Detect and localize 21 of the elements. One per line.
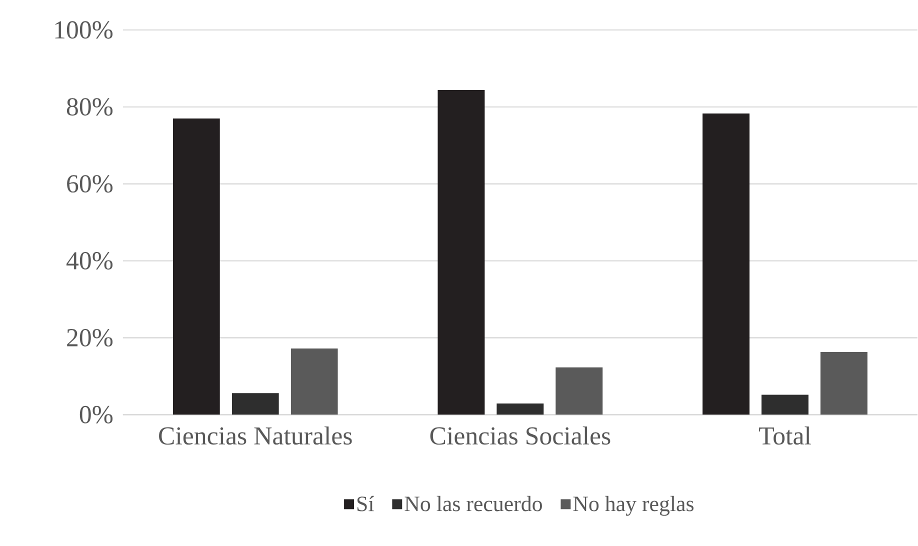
y-tick-label: 80% xyxy=(66,98,113,116)
bar xyxy=(496,404,544,415)
legend-label: Sí xyxy=(357,496,374,512)
y-tick-label: 100% xyxy=(55,21,113,39)
bar xyxy=(820,352,868,415)
y-tick-label: 40% xyxy=(66,252,113,270)
x-tick-label: Total xyxy=(759,426,811,445)
bar xyxy=(702,114,750,415)
bar xyxy=(556,368,603,415)
bar xyxy=(438,90,485,415)
y-tick-label: 20% xyxy=(67,329,113,347)
y-tick-label: 60% xyxy=(67,175,113,193)
legend-label: No las recuerdo xyxy=(404,496,542,512)
bar xyxy=(232,393,279,415)
x-tick-label: Ciencias Naturales xyxy=(159,426,352,445)
y-tick-label: 0% xyxy=(80,406,113,424)
x-tick-label: Ciencias Sociales xyxy=(430,426,610,445)
bar xyxy=(172,118,220,415)
legend-label: No hay reglas xyxy=(573,496,694,516)
bar xyxy=(290,348,338,415)
bar xyxy=(762,394,808,415)
